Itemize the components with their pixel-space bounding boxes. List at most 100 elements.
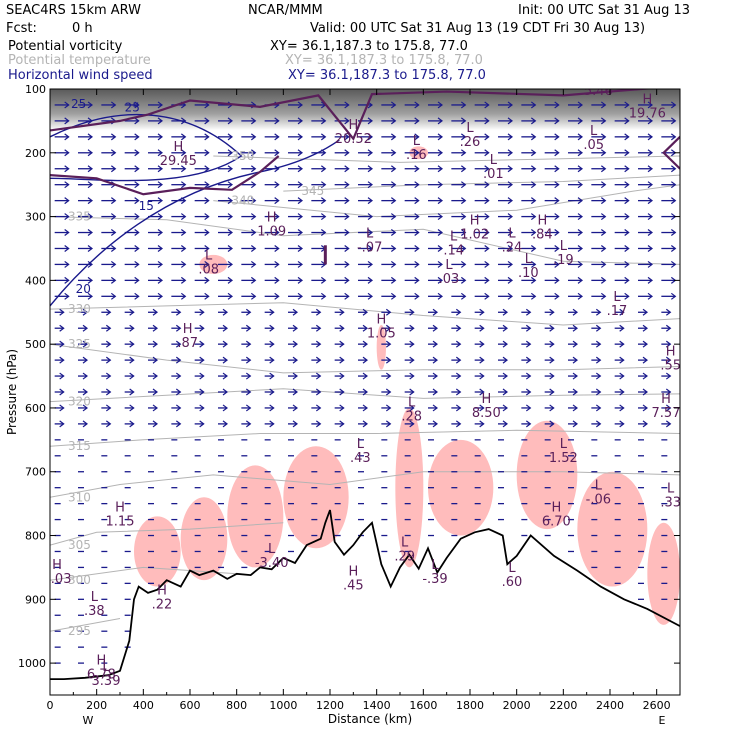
wind-vector-head — [110, 149, 117, 157]
wind-vector-head — [624, 292, 630, 300]
wind-vector-head — [64, 197, 70, 205]
wind-vector-head — [670, 197, 677, 205]
wind-vector-head — [455, 308, 462, 316]
pv-extremum-value: 29.45 — [160, 154, 197, 169]
wind-vector-head — [525, 308, 532, 316]
wind-vector-head — [250, 133, 257, 141]
wind-vector-head — [129, 324, 135, 332]
wind-vector-head — [204, 292, 210, 300]
wind-vector-head — [409, 340, 415, 348]
pv-extremum-value: -.06 — [586, 492, 611, 507]
pv-extremum-value: .43 — [350, 451, 371, 466]
wind-vector-head — [414, 181, 420, 189]
wind-vector-head — [344, 244, 350, 252]
theta-contour-label: 320 — [68, 395, 91, 409]
wind-vector-head — [204, 133, 210, 141]
wind-vector-head — [292, 324, 298, 332]
pv-extremum-type: H — [376, 312, 386, 327]
wind-vector-head — [129, 404, 135, 412]
wind-vector-head — [484, 260, 490, 268]
pv-extremum-value: .38 — [84, 604, 105, 619]
wind-vector-head — [624, 197, 630, 205]
wind-vector-head — [595, 324, 602, 332]
wind-vector-head — [362, 388, 368, 396]
pv-extremum-type: H — [666, 344, 676, 359]
wind-vector-head — [642, 388, 648, 396]
pv-extremum-value: .17 — [607, 304, 628, 319]
pv-extremum-value: .33 — [660, 495, 681, 510]
wind-vector-head — [87, 133, 93, 141]
wind-vector-head — [484, 292, 490, 300]
wind-vector-head — [642, 420, 648, 428]
wind-vector-head — [344, 149, 350, 157]
theta-contour-label: 300 — [68, 573, 91, 587]
wind-vector-head — [460, 292, 467, 300]
wind-vector-head — [110, 229, 117, 237]
field-name-wind: Horizontal wind speed — [8, 68, 153, 83]
y-tick-label: 500 — [25, 338, 46, 351]
wind-vector-head — [297, 101, 303, 109]
wind-vector-head — [250, 260, 257, 268]
wind-vector-head — [647, 276, 653, 284]
wind-vector-head — [87, 292, 93, 300]
pv-extremum-value: 1.15 — [106, 515, 135, 530]
wind-vector-head — [390, 229, 397, 237]
theta-contour-label: 345 — [301, 184, 324, 198]
wind-vector-head — [367, 292, 373, 300]
wind-vector-head — [204, 117, 210, 125]
wind-vector-head — [414, 133, 420, 141]
wind-vector-head — [134, 213, 140, 221]
pv-extremum-value: .55 — [660, 358, 681, 373]
wind-vector-head — [414, 213, 420, 221]
wind-vector-head — [409, 356, 415, 364]
wind-vector-head — [595, 356, 602, 364]
wind-vector-head — [250, 229, 257, 237]
wind-vector-head — [432, 356, 438, 364]
wind-vector-head — [297, 165, 303, 173]
pv-extremum-type: H — [173, 140, 183, 155]
wind-vector-head — [600, 213, 607, 221]
wind-vector-head — [227, 181, 233, 189]
wind-vector-head — [554, 244, 560, 252]
wind-vector-head — [624, 244, 630, 252]
x-tick-label: 400 — [133, 699, 154, 712]
wind-vector-head — [600, 165, 607, 173]
wind-vector-head — [502, 340, 508, 348]
pv-extremum-type: L — [490, 153, 498, 168]
wind-vector-head — [642, 324, 648, 332]
wind-vector-head — [227, 117, 233, 125]
wind-vector-head — [385, 404, 392, 412]
wind-vector-head — [64, 165, 70, 173]
wind-vector-head — [157, 181, 163, 189]
wind-vector-head — [292, 404, 298, 412]
pv-extremum-value: -.39 — [422, 572, 447, 587]
wind-vector-head — [455, 356, 462, 364]
field-xy-wind: XY= 36.1,187.3 to 175.8, 77.0 — [288, 68, 486, 83]
wind-vector-head — [525, 324, 532, 332]
wind-vector-head — [554, 133, 560, 141]
wind-vector-head — [507, 244, 513, 252]
theta-contour-line — [50, 216, 680, 265]
wind-vector-head — [180, 133, 187, 141]
pv-extremum-type: L — [525, 252, 533, 267]
y-tick-label: 300 — [25, 211, 46, 224]
wind-vector-head — [339, 404, 345, 412]
wind-vector-head — [624, 181, 630, 189]
wind-vector-head — [619, 356, 625, 364]
wind-vector-head — [204, 244, 210, 252]
wind-vector-head — [432, 340, 438, 348]
wind-vector-head — [624, 229, 630, 237]
pv-extremum-type: L — [357, 437, 365, 452]
wind-vector-head — [600, 244, 607, 252]
wind-vector-head — [320, 133, 327, 141]
x-tick-label: 1400 — [363, 699, 391, 712]
wind-vector-head — [507, 213, 513, 221]
pv-extremum-value: .84 — [532, 228, 553, 243]
wind-vector-head — [180, 292, 187, 300]
wind-vector-head — [59, 388, 65, 396]
y-axis-label: Pressure (hPa) — [5, 349, 19, 435]
wind-vector-head — [87, 181, 93, 189]
wind-vector-head — [250, 149, 257, 157]
wind-vector-head — [600, 197, 607, 205]
wind-vector-head — [600, 133, 607, 141]
